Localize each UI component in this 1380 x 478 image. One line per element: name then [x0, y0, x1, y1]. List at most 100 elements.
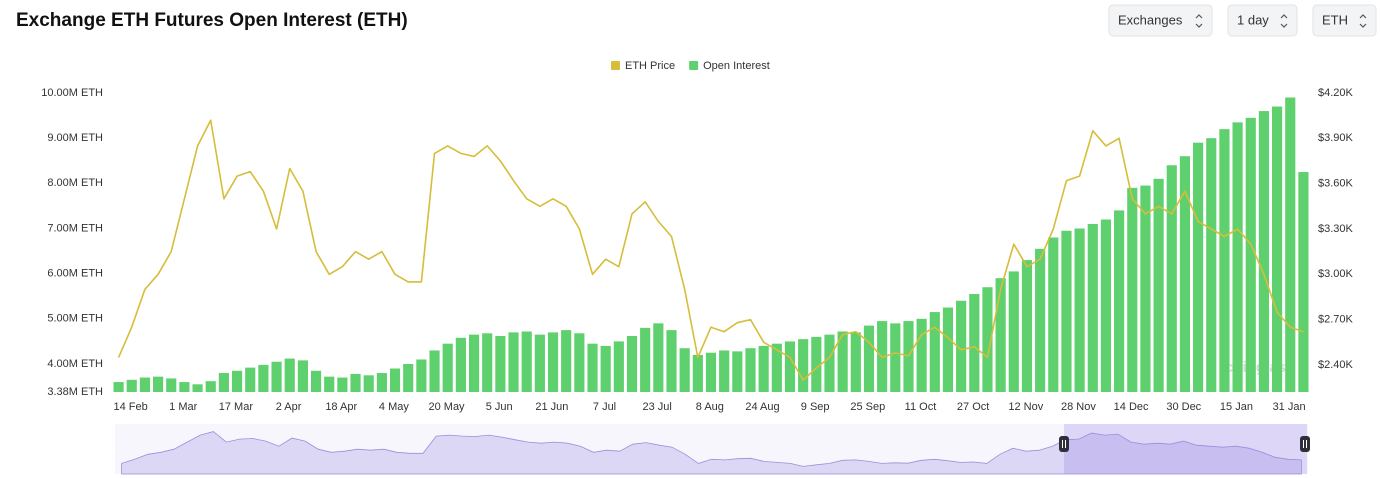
bar — [152, 376, 164, 392]
bar — [455, 337, 466, 392]
x-tick-label: 8 Aug — [696, 401, 724, 413]
x-tick-label: 15 Jan — [1220, 401, 1253, 413]
x-tick-label: 17 Mar — [219, 401, 254, 413]
x-tick-label: 7 Jul — [593, 401, 616, 413]
bar — [1087, 223, 1098, 392]
y-tick-label: 7.00M ETH — [47, 222, 103, 234]
navigator-handle-grip[interactable] — [1062, 440, 1066, 448]
legend-label[interactable]: ETH Price — [625, 60, 675, 72]
bar — [1021, 260, 1033, 392]
bar — [363, 375, 374, 392]
dropdown-chevron[interactable] — [1280, 14, 1288, 28]
bar — [547, 332, 559, 392]
bar — [890, 323, 901, 392]
bar — [337, 377, 348, 392]
bar — [1285, 97, 1296, 393]
bar — [482, 333, 493, 392]
bar — [403, 363, 414, 392]
bar — [1166, 165, 1177, 392]
y2-tick-label: $2.70K — [1318, 314, 1354, 326]
bar — [297, 360, 308, 392]
navigator-handle-grip[interactable] — [1303, 440, 1307, 448]
bar — [771, 343, 782, 392]
x-tick-label: 11 Oct — [905, 401, 937, 413]
bar — [732, 351, 743, 392]
x-tick-label: 27 Oct — [957, 401, 989, 413]
navigator-handle[interactable] — [1059, 436, 1069, 452]
bar — [705, 352, 717, 392]
bar — [837, 331, 848, 392]
x-tick-label: 12 Nov — [1008, 401, 1043, 413]
bar — [666, 330, 677, 392]
dropdown-chevron[interactable] — [1195, 14, 1203, 28]
bar — [692, 354, 703, 392]
chart-title: Exchange ETH Futures Open Interest (ETH) — [16, 10, 408, 31]
bar — [758, 345, 769, 392]
bar — [258, 364, 269, 392]
x-tick-label: 18 Apr — [325, 401, 357, 413]
plot — [113, 97, 1309, 393]
bar — [179, 382, 190, 392]
x-tick-label: 9 Sep — [801, 401, 830, 413]
navigator-handle[interactable] — [1300, 436, 1310, 452]
bar — [1206, 138, 1217, 392]
bar — [1245, 117, 1256, 392]
x-tick-label: 30 Dec — [1166, 401, 1201, 413]
x-tick-label: 28 Nov — [1061, 401, 1096, 413]
y2-tick-label: $3.90K — [1318, 132, 1354, 144]
dropdown-label[interactable]: ETH — [1322, 12, 1348, 27]
bar — [508, 332, 519, 392]
x-tick-label: 2 Apr — [276, 401, 302, 413]
bar — [811, 336, 822, 392]
bar — [126, 379, 137, 392]
x-tick-label: 14 Dec — [1114, 401, 1149, 413]
x-tick-label: 1 Mar — [169, 401, 197, 413]
bar — [1061, 230, 1072, 392]
bar — [1100, 219, 1112, 392]
bar — [1179, 156, 1191, 392]
bar — [429, 350, 440, 392]
dropdown-label[interactable]: Exchanges — [1118, 12, 1183, 27]
bar — [310, 370, 322, 392]
x-tick-label: 23 Jul — [642, 401, 671, 413]
bar — [534, 334, 545, 392]
dropdown-label[interactable]: 1 day — [1237, 12, 1269, 27]
dropdown[interactable] — [1227, 4, 1298, 37]
bar — [1272, 106, 1283, 392]
x-tick-label: 24 Aug — [745, 401, 779, 413]
dropdown[interactable] — [1108, 4, 1213, 37]
bar — [1258, 111, 1270, 392]
bar — [1140, 185, 1151, 392]
dropdown-chevron[interactable] — [1359, 14, 1367, 28]
y2-tick-label: $4.20K — [1318, 87, 1354, 99]
bar — [1298, 172, 1309, 392]
bar — [442, 343, 453, 392]
bar — [982, 287, 993, 392]
bar — [916, 318, 927, 392]
bar — [653, 323, 664, 392]
y-tick-label: 6.00M ETH — [47, 268, 103, 280]
bar — [324, 376, 335, 392]
bar — [1035, 248, 1046, 392]
price-line — [117, 119, 1304, 381]
y-tick-label: 5.00M ETH — [47, 313, 103, 325]
bar — [495, 335, 506, 392]
legend-label[interactable]: Open Interest — [703, 60, 770, 72]
y-tick-label: 8.00M ETH — [47, 177, 103, 189]
dropdown[interactable] — [1312, 4, 1377, 37]
bar — [719, 350, 730, 392]
y-tick-label: 4.00M ETH — [47, 358, 103, 370]
controls: Exchanges 1 day ETH — [1108, 4, 1377, 37]
bar — [956, 300, 967, 392]
bar — [1074, 228, 1085, 392]
legend-swatch[interactable] — [689, 61, 699, 70]
x-tick-label: 20 May — [428, 401, 465, 413]
navigator-area — [121, 431, 1302, 475]
bar — [613, 341, 624, 392]
bar — [389, 368, 401, 392]
y-tick-label: 10.00M ETH — [41, 87, 103, 99]
y2-tick-label: $3.30K — [1318, 223, 1354, 235]
bar — [192, 384, 203, 392]
legend-swatch[interactable] — [611, 61, 620, 70]
